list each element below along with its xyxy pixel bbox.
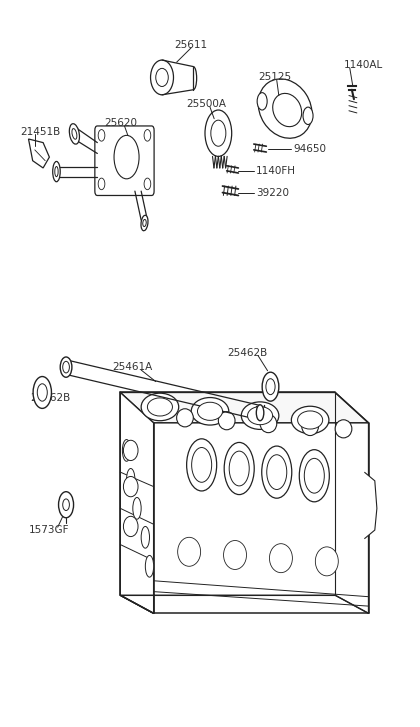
Ellipse shape [141, 215, 148, 230]
Circle shape [33, 377, 52, 409]
Ellipse shape [247, 406, 273, 425]
Ellipse shape [270, 544, 292, 573]
Circle shape [58, 491, 74, 518]
Text: 39220: 39220 [256, 188, 289, 198]
Ellipse shape [299, 450, 329, 502]
Ellipse shape [63, 361, 69, 373]
Ellipse shape [241, 402, 279, 430]
Ellipse shape [304, 458, 324, 493]
Circle shape [257, 92, 267, 110]
Circle shape [266, 379, 275, 395]
Ellipse shape [147, 398, 173, 416]
Text: 25462B: 25462B [227, 348, 268, 358]
Circle shape [303, 107, 313, 124]
Ellipse shape [122, 440, 131, 461]
Ellipse shape [218, 411, 235, 430]
Ellipse shape [150, 60, 173, 95]
Text: 25461A: 25461A [113, 362, 153, 372]
Ellipse shape [141, 393, 178, 421]
Text: 25125: 25125 [258, 73, 291, 82]
Text: 94650: 94650 [294, 144, 326, 154]
Ellipse shape [256, 405, 264, 421]
Ellipse shape [223, 540, 247, 569]
Ellipse shape [335, 419, 352, 438]
Ellipse shape [141, 526, 150, 548]
Polygon shape [120, 393, 154, 614]
Ellipse shape [291, 406, 329, 434]
Polygon shape [365, 472, 377, 539]
Ellipse shape [298, 411, 323, 429]
Ellipse shape [224, 443, 254, 494]
Text: 25611: 25611 [175, 40, 208, 50]
Circle shape [37, 384, 47, 401]
Text: 25620: 25620 [104, 118, 137, 128]
Ellipse shape [145, 555, 154, 577]
Polygon shape [29, 139, 50, 168]
Ellipse shape [186, 439, 217, 491]
Ellipse shape [133, 497, 141, 519]
Ellipse shape [315, 547, 338, 576]
Circle shape [205, 110, 232, 156]
Circle shape [262, 372, 279, 401]
Text: 25462B: 25462B [30, 393, 70, 403]
Circle shape [98, 178, 105, 190]
Ellipse shape [267, 455, 287, 489]
Ellipse shape [69, 124, 79, 144]
Ellipse shape [178, 537, 201, 566]
Ellipse shape [229, 451, 249, 486]
Text: 1573GF: 1573GF [29, 525, 70, 535]
Ellipse shape [123, 516, 138, 537]
Ellipse shape [156, 68, 168, 87]
Ellipse shape [177, 409, 193, 427]
Circle shape [144, 178, 151, 190]
Text: 21451B: 21451B [20, 126, 60, 137]
Ellipse shape [273, 93, 302, 126]
Ellipse shape [260, 414, 277, 433]
FancyBboxPatch shape [95, 126, 154, 196]
Circle shape [211, 120, 226, 146]
Ellipse shape [192, 448, 212, 482]
Ellipse shape [258, 79, 312, 138]
Ellipse shape [123, 476, 138, 497]
Text: 1140AL: 1140AL [344, 60, 383, 70]
Ellipse shape [55, 166, 58, 177]
Circle shape [144, 129, 151, 141]
Polygon shape [120, 393, 368, 423]
Ellipse shape [126, 468, 135, 490]
Text: 1140FH: 1140FH [256, 166, 296, 176]
Circle shape [98, 129, 105, 141]
Text: 25500A: 25500A [186, 99, 226, 109]
Ellipse shape [72, 129, 77, 140]
Ellipse shape [302, 417, 318, 435]
Ellipse shape [52, 161, 60, 182]
Ellipse shape [60, 357, 72, 377]
Ellipse shape [262, 446, 292, 498]
Circle shape [114, 135, 139, 179]
Polygon shape [120, 423, 368, 614]
Ellipse shape [191, 398, 229, 425]
Ellipse shape [197, 402, 223, 420]
Circle shape [63, 499, 69, 510]
Ellipse shape [143, 220, 146, 227]
Ellipse shape [123, 441, 138, 460]
